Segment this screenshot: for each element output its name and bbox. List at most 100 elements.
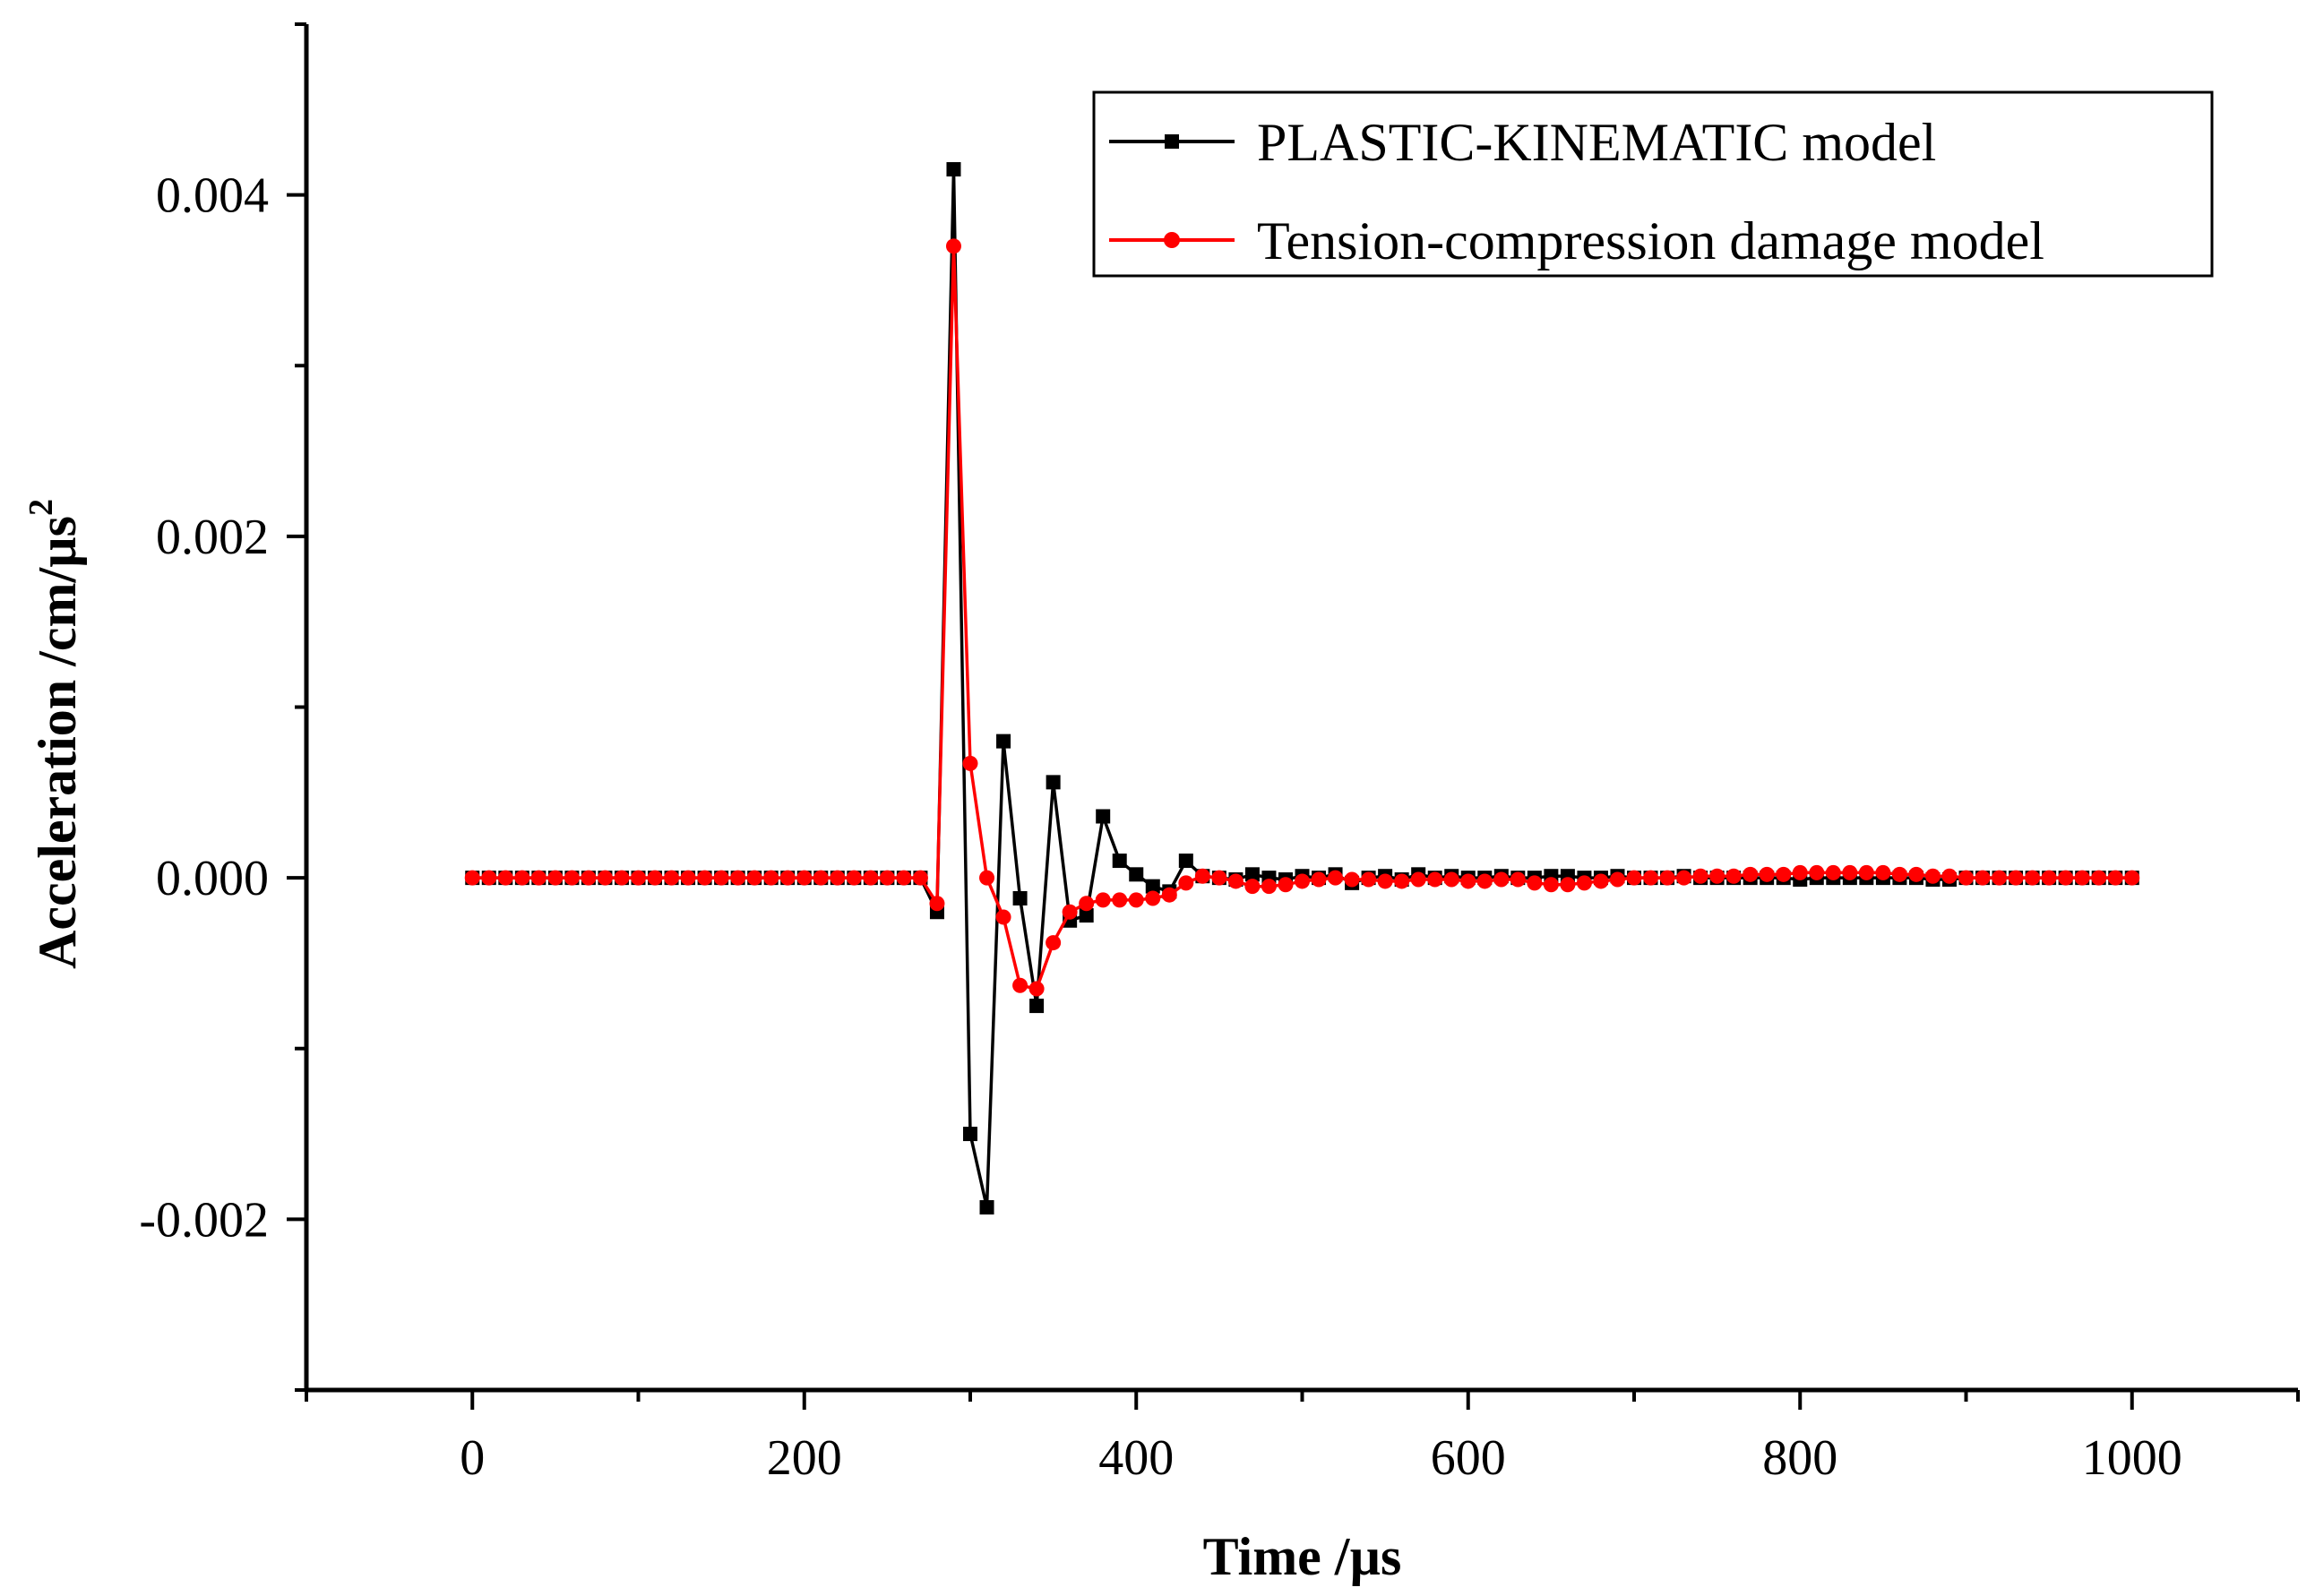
data-point <box>1194 868 1210 884</box>
data-point <box>1725 868 1742 884</box>
data-point <box>730 870 746 886</box>
data-point <box>2107 870 2123 886</box>
data-point <box>1112 854 1127 869</box>
data-point <box>464 870 480 886</box>
x-tick-label: 800 <box>1762 1430 1837 1486</box>
series-line <box>472 167 2132 1209</box>
x-tick-label: 600 <box>1431 1430 1506 1486</box>
data-point <box>1079 908 1094 923</box>
data-point <box>1295 873 1310 889</box>
data-point <box>896 870 912 886</box>
data-point <box>1046 775 1061 790</box>
y-tick-label: 0.000 <box>156 851 269 906</box>
data-point <box>1609 871 1625 888</box>
data-point <box>963 1127 977 1142</box>
data-point <box>664 870 680 886</box>
data-point <box>1145 879 1160 894</box>
y-axis-ticks: -0.002 0.000 0.002 0.004 <box>139 22 306 1392</box>
x-tick-label: 0 <box>460 1430 485 1486</box>
y-axis-title-group: Acceleration /cm/µs2 <box>22 499 87 969</box>
series-plastic-kinematic <box>465 162 2139 1215</box>
y-axis-title-superscript: 2 <box>22 499 60 516</box>
data-point <box>863 870 879 886</box>
data-point <box>1145 890 1161 906</box>
data-point <box>879 870 895 886</box>
data-point <box>1809 864 1825 880</box>
x-tick-label: 1000 <box>2082 1430 2182 1486</box>
data-point <box>1825 864 1841 880</box>
x-tick-label: 400 <box>1098 1430 1174 1486</box>
data-point <box>1129 867 1144 882</box>
x-axis-title: Time /µs <box>1203 1527 1402 1586</box>
data-point <box>1975 870 1991 886</box>
data-point <box>962 755 978 771</box>
data-point <box>1460 873 1476 889</box>
data-point <box>1278 877 1294 893</box>
data-point <box>1328 870 1344 886</box>
legend-item-tension-compression: Tension-compression damage model <box>1109 211 2044 270</box>
x-axis-ticks: 0 200 400 600 800 1000 <box>305 1390 2300 1486</box>
data-point <box>846 870 862 886</box>
data-point <box>547 870 564 886</box>
legend-marker-tension-compression <box>1164 232 1180 248</box>
data-point <box>1875 864 1891 880</box>
legend-marker-plastic-kinematic <box>1165 134 1179 149</box>
y-tick-label: 0.002 <box>156 510 269 565</box>
data-point <box>1410 871 1426 888</box>
y-axis-title-main: Acceleration /cm/µs <box>28 516 87 969</box>
series-layer <box>464 162 2140 1215</box>
data-point <box>1891 866 1907 882</box>
data-point <box>995 909 1011 925</box>
data-point <box>2058 870 2074 886</box>
data-point <box>1261 879 1277 895</box>
data-point <box>996 734 1011 749</box>
y-axis-title: Acceleration /cm/µs2 <box>22 499 87 969</box>
data-point <box>1128 892 1144 908</box>
data-point <box>1244 879 1261 895</box>
data-point <box>830 870 846 886</box>
data-point <box>1709 868 1725 884</box>
data-point <box>1958 870 1974 886</box>
data-point <box>1576 875 1592 891</box>
legend: PLASTIC-KINEMATIC model Tension-compress… <box>1092 90 2214 278</box>
data-point <box>1443 871 1459 888</box>
data-point <box>746 870 762 886</box>
data-point <box>946 162 961 177</box>
data-point <box>912 870 928 886</box>
data-point <box>680 870 696 886</box>
data-point <box>1924 868 1941 884</box>
data-point <box>1941 868 1958 884</box>
data-point <box>481 870 497 886</box>
data-point <box>1493 871 1510 888</box>
data-point <box>530 870 546 886</box>
data-point <box>1095 892 1111 908</box>
data-point <box>1858 864 1874 880</box>
data-point <box>979 870 995 886</box>
data-point <box>1028 981 1045 997</box>
data-point <box>1244 867 1260 882</box>
data-point <box>1344 871 1360 888</box>
data-point <box>779 870 796 886</box>
data-point <box>1527 875 1543 891</box>
series-tension-compression <box>464 238 2140 997</box>
data-point <box>713 870 729 886</box>
data-point <box>2008 870 2024 886</box>
data-point <box>1476 873 1493 889</box>
legend-label-tension-compression: Tension-compression damage model <box>1257 211 2044 270</box>
data-point <box>1161 887 1177 903</box>
x-tick-label: 200 <box>767 1430 842 1486</box>
data-point <box>1062 904 1078 920</box>
data-point <box>581 870 597 886</box>
data-point <box>1096 809 1111 824</box>
data-point <box>1427 871 1443 888</box>
data-point <box>614 870 630 886</box>
data-point <box>796 870 813 886</box>
data-point <box>697 870 713 886</box>
data-point <box>1012 977 1028 993</box>
data-point <box>2124 870 2140 886</box>
data-point <box>1560 877 1576 893</box>
data-point <box>1692 868 1708 884</box>
data-point <box>1079 896 1095 912</box>
data-point <box>564 870 580 886</box>
